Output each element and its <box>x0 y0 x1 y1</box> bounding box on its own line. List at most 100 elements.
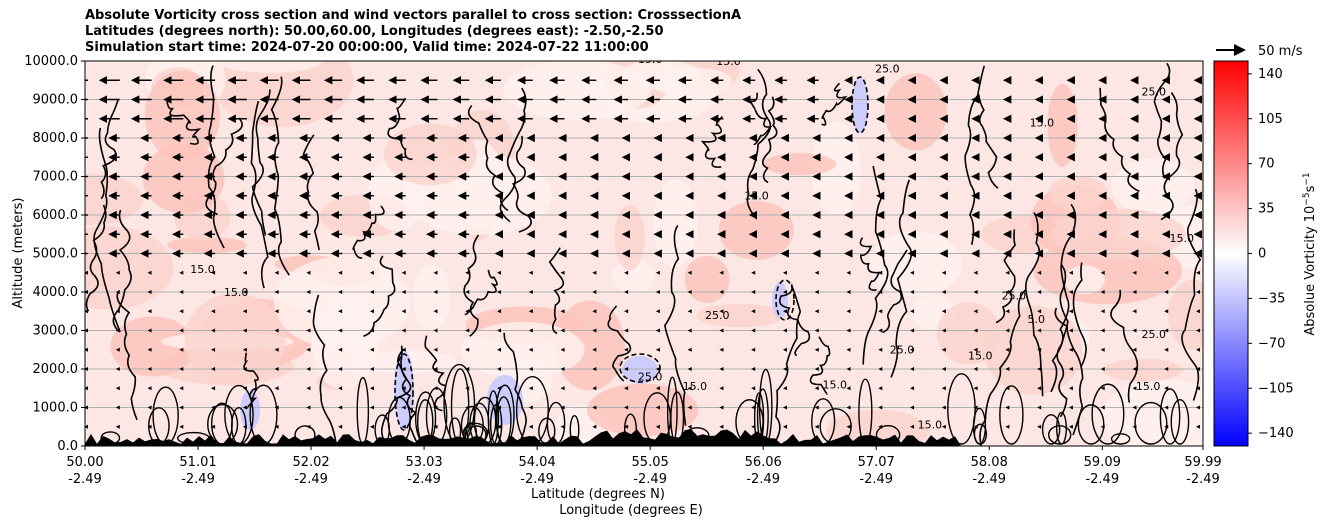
wind-vector <box>401 328 406 333</box>
wind-vector <box>1196 405 1200 410</box>
wind-vector <box>814 290 819 294</box>
wind-vector <box>528 367 533 371</box>
contour-line <box>746 68 772 220</box>
wind-vector <box>179 347 184 352</box>
wind-vector <box>719 290 724 294</box>
wind-vector <box>115 309 120 314</box>
wind-vector <box>433 309 438 314</box>
wind-vector <box>624 347 629 352</box>
wind-vector <box>465 424 470 429</box>
wind-vector <box>338 424 343 429</box>
wind-vector <box>1100 386 1105 391</box>
field-patch <box>826 409 930 446</box>
wind-vector <box>338 328 343 333</box>
wind-vector <box>1100 405 1105 410</box>
y-tick-label: 3000.0 <box>33 324 79 339</box>
wind-vector <box>497 386 502 391</box>
wind-vector <box>1132 424 1137 429</box>
wind-vector <box>655 328 660 333</box>
wind-vector <box>1164 405 1169 410</box>
contour-label: 25.0 <box>1002 290 1027 303</box>
wind-vector <box>179 328 184 333</box>
contour-line <box>700 116 723 168</box>
wind-vector <box>910 386 915 391</box>
wind-vector <box>1100 347 1105 352</box>
wind-vector <box>1164 290 1169 294</box>
wind-vector <box>465 405 470 410</box>
wind-vector <box>910 367 915 371</box>
contour-labels: 15.0 15.0 15.0 15.0 15.0 15.0 15.0 25.0 25.0 25.0… <box>190 55 1194 432</box>
wind-vector <box>115 386 120 391</box>
wind-vector <box>211 290 216 294</box>
wind-vector <box>1005 309 1010 314</box>
contour-label: 15.0 <box>1136 380 1161 393</box>
wind-vector <box>719 309 724 314</box>
wind-vector <box>401 347 406 352</box>
wind-vector <box>179 367 184 371</box>
field-patch <box>110 316 196 377</box>
contour-line <box>463 234 480 337</box>
contour-line <box>243 352 259 409</box>
wind-vector <box>528 347 533 352</box>
wind-vector <box>147 290 152 294</box>
wind-vector <box>878 290 883 294</box>
field-patch <box>412 264 451 332</box>
x-tick-label-lat: 54.04 <box>519 455 556 470</box>
wind-vector <box>655 290 660 294</box>
contour-line <box>1059 264 1084 436</box>
field-patch <box>1168 279 1203 350</box>
wind-vector <box>1100 290 1105 294</box>
wind-vector <box>1132 386 1137 391</box>
wind-vector <box>973 290 978 294</box>
y-tick-label: 0.0 <box>57 439 78 454</box>
field-patch <box>1051 208 1186 260</box>
wind-vector <box>1068 386 1073 391</box>
wind-vector <box>465 386 470 391</box>
wind-vector <box>910 424 915 429</box>
wind-vector <box>782 270 787 275</box>
field-patch <box>1047 83 1078 168</box>
wind-vector <box>401 424 406 429</box>
wind-vector <box>338 270 343 275</box>
contour-line <box>363 255 396 337</box>
wind-vector <box>211 405 216 410</box>
contour-label: 15.0 <box>716 55 741 68</box>
y-tick-label: 6000.0 <box>33 208 79 223</box>
wind-vector <box>85 309 88 314</box>
wind-vectors <box>85 76 1202 429</box>
wind-vector <box>655 347 660 352</box>
wind-vector <box>687 367 692 371</box>
wind-vector <box>85 386 88 391</box>
wind-vector <box>814 347 819 352</box>
wind-vector <box>1037 309 1042 314</box>
wind-vector <box>1132 328 1137 333</box>
contour-line <box>1110 289 1139 403</box>
wind-vector <box>274 328 279 333</box>
wind-vector <box>751 328 756 333</box>
chart-title-line-1: Absolute Vorticity cross section and win… <box>85 8 742 23</box>
wind-vector <box>814 424 819 429</box>
contour-label: 25.0 <box>875 63 900 76</box>
wind-vector <box>1005 270 1010 275</box>
wind-vector <box>846 347 851 352</box>
colorbar-label: Absolue Vorticity 10−5s−1 <box>1302 172 1318 335</box>
colorbar-tick-label: 140 <box>1258 67 1283 82</box>
wind-vector <box>846 424 851 429</box>
wind-vector <box>497 367 502 371</box>
wind-vector <box>560 405 565 410</box>
wind-vector <box>1164 309 1169 314</box>
x-tick-label-lon: -2.49 <box>294 472 328 487</box>
wind-vector <box>624 270 629 275</box>
wind-vector <box>338 405 343 410</box>
contour-label: 15.0 <box>918 419 943 432</box>
wind-vector <box>655 309 660 314</box>
wind-vector <box>878 270 883 275</box>
wind-vector <box>1164 270 1169 275</box>
field-patch <box>554 300 625 391</box>
wind-vector <box>846 386 851 391</box>
contour-line <box>251 89 271 236</box>
wind-vector <box>655 405 660 410</box>
wind-vector <box>719 405 724 410</box>
wind-vector <box>719 386 724 391</box>
